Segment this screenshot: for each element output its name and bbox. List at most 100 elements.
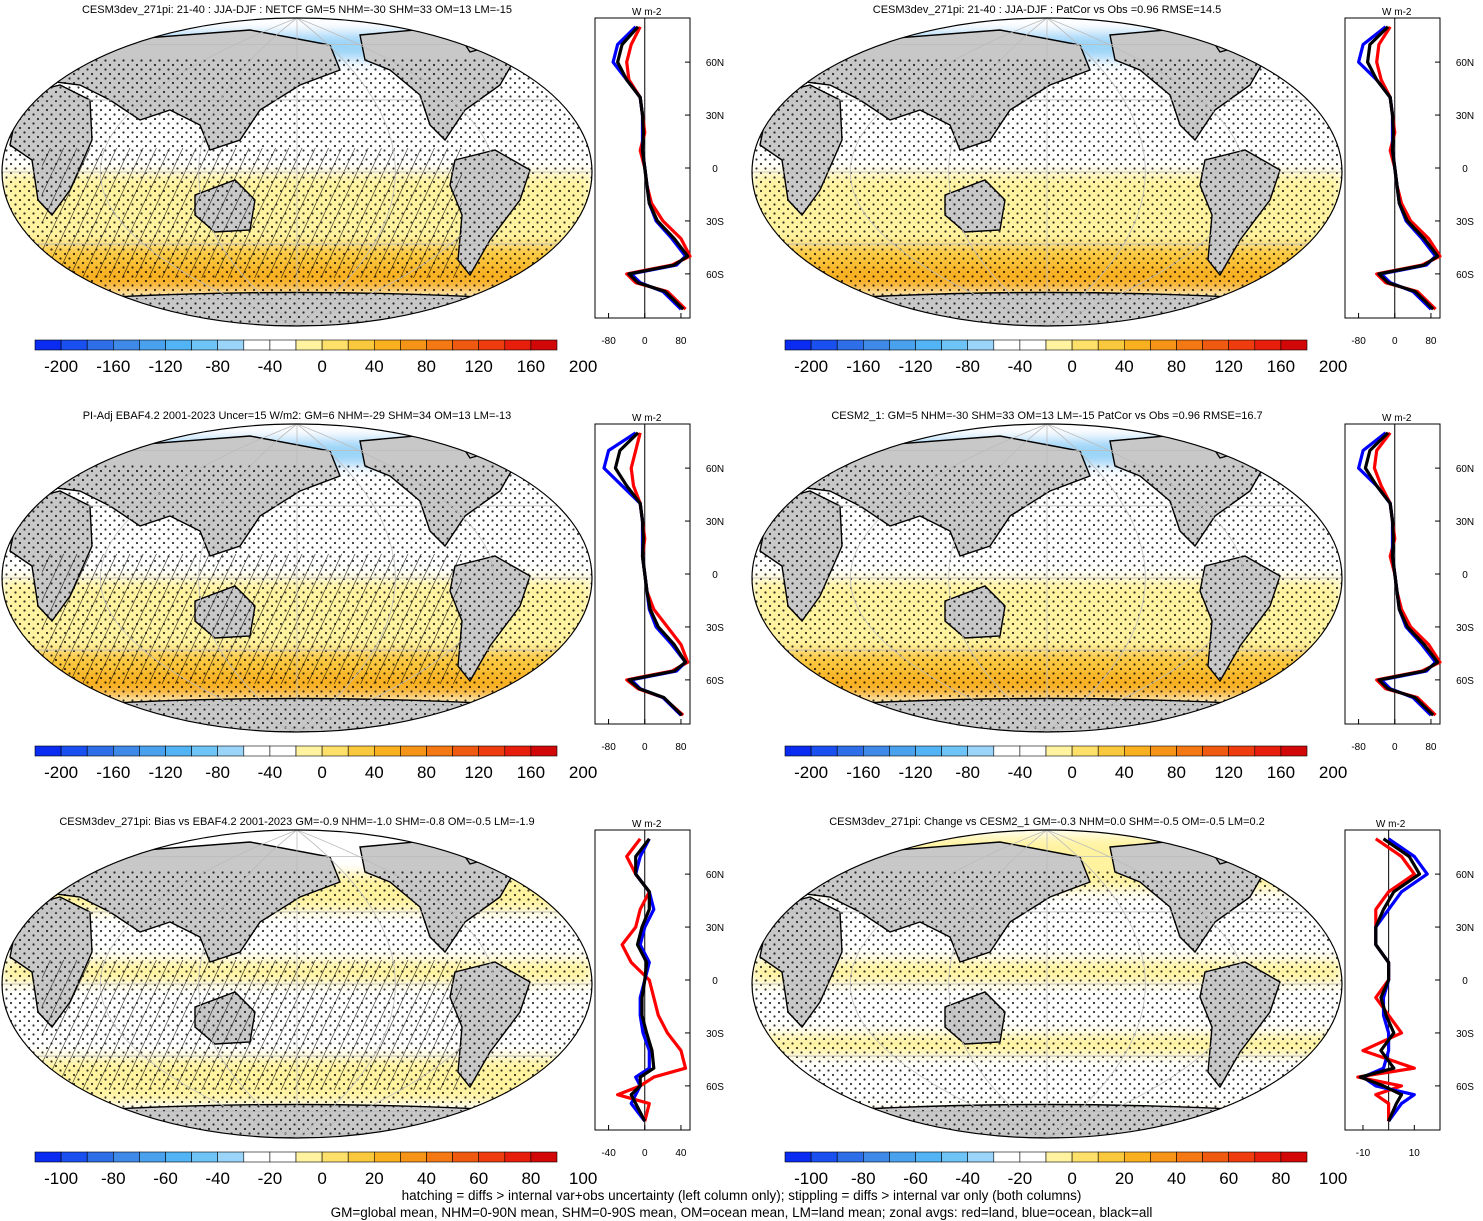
zonal-lat-label: 60N (706, 870, 724, 881)
zonal-units-label: W m-2 (1382, 7, 1412, 18)
colorbar-swatch (113, 339, 140, 351)
colorbar-swatch (191, 339, 219, 351)
colorbar-label: 40 (417, 1169, 436, 1188)
colorbar-label: 0 (1067, 357, 1076, 376)
zonal-x-tick-label: -80 (601, 336, 616, 347)
colorbar-label: 160 (517, 357, 545, 376)
colorbar-swatch (373, 1151, 401, 1163)
zonal-lat-label: 60S (706, 1082, 724, 1093)
colorbar-swatch (34, 339, 62, 351)
colorbar-label: 200 (1319, 357, 1347, 376)
colorbar-swatch (60, 745, 88, 757)
colorbar-label: -160 (96, 357, 130, 376)
colorbar-swatch (1280, 1151, 1308, 1163)
colorbar-label: -60 (153, 1169, 178, 1188)
colorbar-swatch (1176, 745, 1203, 757)
panel-title: PI-Adj EBAF4.2 2001-2023 Uncer=15 W/m2: … (83, 410, 512, 422)
colorbar-swatch (1254, 745, 1282, 757)
zonal-mean-plot: W m-2 -40 0 40 60N 30N 0 30S 60S (594, 819, 724, 1159)
colorbar-label: -40 (258, 763, 283, 782)
map (752, 830, 1342, 1138)
colorbar-swatch (1202, 1151, 1230, 1163)
zonal-lat-label: 60S (706, 676, 724, 687)
colorbar-label: 80 (417, 357, 436, 376)
colorbar-swatch (1123, 1151, 1151, 1163)
zonal-lat-label: 30S (1456, 217, 1474, 228)
zonal-lat-label: 0 (712, 570, 718, 581)
zonal-x-tick-label: 0 (642, 336, 648, 347)
colorbar-label: 0 (317, 763, 326, 782)
colorbar-label: -200 (44, 763, 78, 782)
zonal-lat-label: 0 (712, 976, 718, 987)
colorbar-swatch (60, 339, 88, 351)
zonal-x-tick-label: 80 (1425, 336, 1437, 347)
colorbar-label: 40 (365, 357, 384, 376)
colorbar-label: -80 (101, 1169, 126, 1188)
colorbar-label: 0 (1067, 763, 1076, 782)
colorbar-swatch (1254, 1151, 1282, 1163)
colorbar-swatch (34, 745, 62, 757)
colorbar-swatch (810, 745, 838, 757)
colorbar-label: -80 (205, 357, 230, 376)
colorbar-swatch (165, 339, 192, 351)
colorbar-swatch (1019, 339, 1047, 351)
colorbar-swatch (504, 1151, 532, 1163)
footer-note-hatching: hatching = diffs > internal var+obs unce… (401, 1188, 1082, 1203)
colorbar: -200 -160 -120 -80 -40 0 40 80 120 160 200 (34, 745, 597, 782)
map-border (1, 17, 593, 327)
colorbar-swatch (1045, 339, 1073, 351)
colorbar-label: 200 (569, 763, 597, 782)
colorbar-swatch (217, 745, 245, 757)
colorbar-label: -60 (903, 1169, 928, 1188)
colorbar-swatch (243, 339, 271, 351)
colorbar-swatch (784, 1151, 812, 1163)
zonal-x-tick-label: 0 (642, 1148, 648, 1159)
colorbar-swatch (452, 339, 480, 351)
colorbar-swatch (784, 745, 812, 757)
zonal-lat-label: 0 (1462, 976, 1468, 987)
colorbar-swatch (139, 745, 166, 757)
colorbar-swatch (889, 745, 916, 757)
colorbar-swatch (1019, 745, 1047, 757)
zonal-mean-plot: W m-2 -80 0 80 60N 30N 0 30S 60S (594, 413, 724, 753)
zonal-mean-plot: W m-2 -80 0 80 60N 30N 0 30S 60S (594, 7, 724, 347)
zonal-series-ocean (1361, 837, 1429, 1123)
colorbar-swatch (1019, 1151, 1047, 1163)
zonal-units-label: W m-2 (632, 413, 662, 424)
colorbar-swatch (941, 745, 969, 757)
colorbar-swatch (504, 745, 532, 757)
colorbar-swatch (295, 339, 323, 351)
zonal-x-tick-label: -10 (1356, 1148, 1371, 1159)
colorbar-swatch (217, 339, 245, 351)
colorbar-swatch (321, 745, 349, 757)
colorbar-swatch (400, 745, 427, 757)
zonal-lat-label: 60S (1456, 270, 1474, 281)
colorbar-label: -120 (898, 763, 932, 782)
colorbar-swatch (1228, 339, 1256, 351)
zonal-lat-label: 60S (1456, 676, 1474, 687)
panel-title: CESM2_1: GM=5 NHM=-30 SHM=33 OM=13 LM=-1… (831, 410, 1262, 422)
colorbar-swatch (1097, 339, 1125, 351)
zonal-lat-label: 30S (1456, 1029, 1474, 1040)
colorbar-swatch (530, 1151, 558, 1163)
colorbar-label: 80 (1271, 1169, 1290, 1188)
colorbar-swatch (1176, 339, 1203, 351)
zonal-frame (1344, 17, 1441, 319)
zonal-lat-label: 60N (706, 58, 724, 69)
colorbar-label: 80 (1167, 763, 1186, 782)
colorbar-swatch (321, 1151, 349, 1163)
zonal-x-tick-label: -80 (1351, 742, 1366, 753)
zonal-lat-label: 60N (706, 464, 724, 475)
zonal-lat-label: 30N (706, 517, 724, 528)
zonal-frame (594, 17, 691, 319)
panel-title: CESM3dev_271pi: 21-40 : JJA-DJF : PatCor… (873, 4, 1222, 16)
zonal-mean-plot: W m-2 -10 10 60N 30N 0 30S 60S (1344, 819, 1474, 1159)
colorbar-swatch (243, 745, 271, 757)
zonal-x-tick-label: -80 (1351, 336, 1366, 347)
panel-title: CESM3dev_271pi: 21-40 : JJA-DJF : NETCF … (82, 4, 512, 16)
colorbar-swatch (113, 1151, 140, 1163)
colorbar-swatch (426, 1151, 453, 1163)
colorbar-label: 20 (1115, 1169, 1134, 1188)
colorbar-swatch (1097, 1151, 1125, 1163)
zonal-lat-label: 60S (706, 270, 724, 281)
